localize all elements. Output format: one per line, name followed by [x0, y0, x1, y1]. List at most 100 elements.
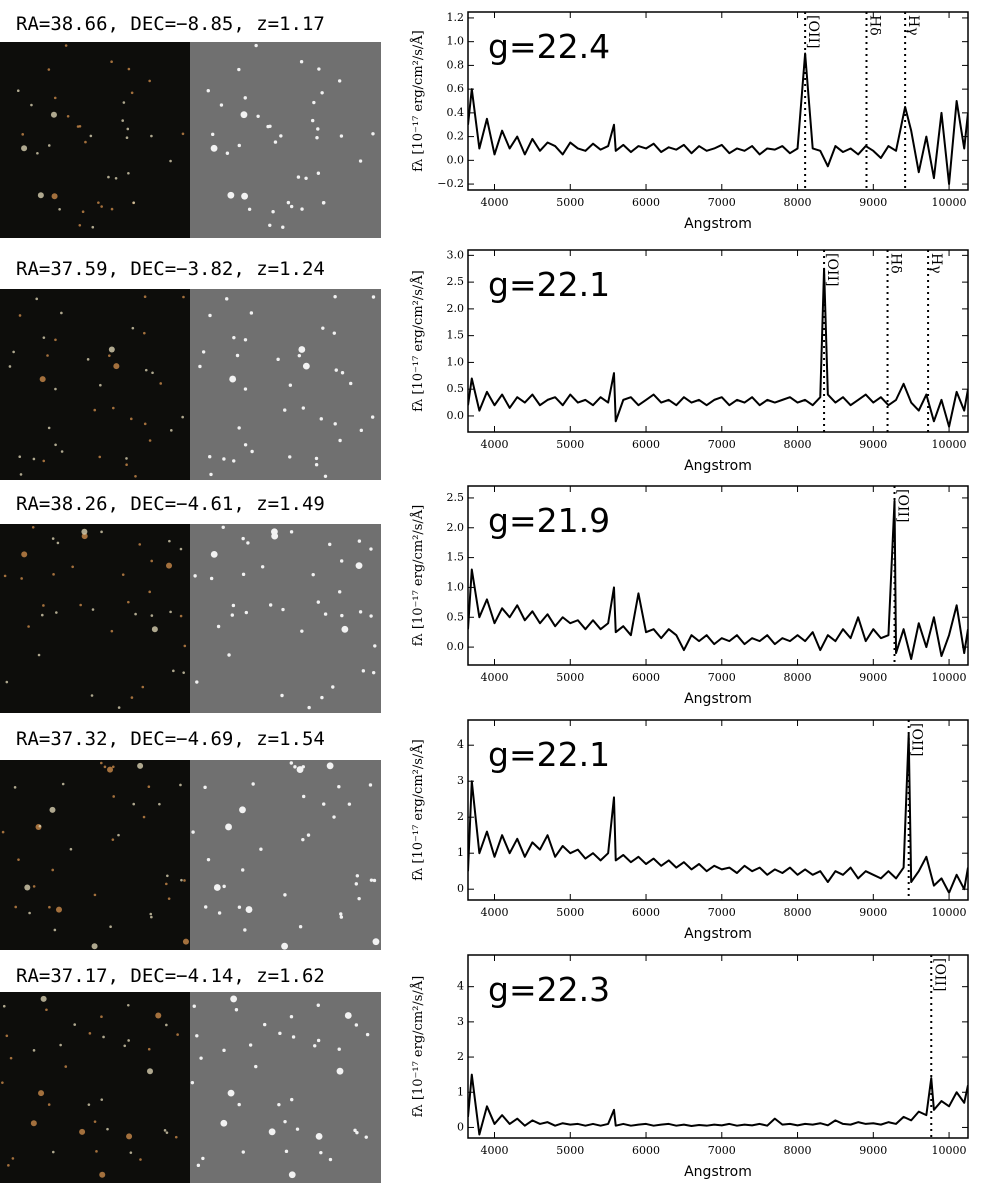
image-caption: RA=37.17, DEC=−4.14, z=1.62 — [16, 965, 325, 987]
star — [93, 408, 97, 412]
star — [280, 693, 284, 698]
star — [301, 765, 305, 769]
star — [86, 358, 90, 361]
y-tick-label: 0.0 — [447, 409, 465, 422]
star — [95, 1150, 98, 1153]
star — [220, 1119, 228, 1127]
spectrum-line — [468, 52, 968, 186]
star — [169, 159, 172, 163]
star — [369, 614, 373, 618]
star — [180, 878, 183, 882]
star — [230, 613, 234, 617]
star — [42, 336, 46, 339]
star — [357, 896, 361, 901]
color-image — [0, 42, 190, 238]
star — [27, 625, 30, 628]
star — [368, 783, 373, 787]
star — [127, 171, 130, 175]
star — [241, 868, 245, 872]
star — [112, 406, 115, 410]
star — [372, 878, 377, 883]
star — [315, 1132, 323, 1140]
star — [123, 1044, 127, 1048]
star — [241, 1150, 245, 1154]
star — [268, 223, 272, 227]
color-image — [0, 524, 190, 713]
plot-frame — [467, 11, 969, 191]
star — [296, 766, 304, 773]
star — [91, 943, 98, 950]
star — [59, 1043, 62, 1047]
star — [125, 463, 128, 466]
y-tick-label: 2.0 — [447, 302, 465, 315]
star — [243, 387, 248, 391]
star — [148, 439, 152, 442]
star — [293, 765, 297, 769]
star — [310, 118, 315, 123]
star — [208, 454, 212, 459]
star — [103, 765, 107, 769]
star — [143, 422, 147, 426]
star — [237, 426, 241, 430]
star — [47, 68, 51, 71]
star — [296, 175, 301, 179]
x-tick-label: 8000 — [784, 906, 812, 919]
x-tick-label: 7000 — [708, 1144, 736, 1157]
star — [328, 542, 332, 547]
y-tick-label: 0 — [457, 1120, 464, 1133]
emission-line-label: [OII] — [895, 489, 911, 522]
star — [227, 1089, 235, 1097]
star — [195, 1034, 199, 1038]
star — [316, 127, 320, 131]
star — [81, 210, 85, 213]
star — [277, 1102, 281, 1107]
emission-line-label: [OII] — [824, 253, 840, 286]
star — [338, 590, 342, 594]
star — [256, 114, 260, 118]
star — [30, 1120, 37, 1127]
magnitude-annotation: g=22.3 — [488, 970, 610, 1009]
gray-image — [190, 289, 381, 480]
star — [316, 1003, 320, 1007]
y-tick-label: 2.5 — [447, 275, 465, 288]
star — [297, 353, 302, 358]
emission-line-label: [OII] — [931, 958, 947, 991]
star — [347, 802, 352, 806]
star — [365, 1032, 370, 1037]
star — [320, 695, 324, 700]
star — [107, 175, 110, 179]
star — [158, 802, 161, 806]
x-axis-label: Angstrom — [684, 458, 752, 474]
star — [149, 912, 153, 916]
star — [170, 429, 173, 432]
star — [49, 806, 56, 813]
star — [52, 573, 55, 576]
star — [328, 1157, 333, 1162]
star — [47, 426, 51, 430]
y-tick-label: 1.5 — [447, 329, 465, 342]
star — [227, 653, 231, 657]
star — [110, 207, 114, 211]
star — [191, 830, 195, 834]
y-tick-label: 4 — [457, 980, 464, 993]
star — [243, 338, 248, 342]
star — [323, 612, 328, 616]
star — [219, 103, 224, 107]
star — [195, 680, 199, 684]
x-tick-label: 9000 — [859, 671, 887, 684]
star — [229, 375, 237, 383]
star — [201, 350, 206, 354]
star — [38, 1090, 45, 1097]
star — [132, 201, 136, 204]
star — [61, 782, 65, 786]
y-tick-label: 0.0 — [447, 153, 465, 166]
star — [127, 1039, 130, 1042]
star — [193, 574, 197, 578]
star — [114, 176, 118, 180]
star — [243, 96, 247, 100]
star — [179, 547, 183, 551]
star — [46, 354, 49, 357]
star — [47, 144, 51, 147]
star — [56, 541, 60, 545]
